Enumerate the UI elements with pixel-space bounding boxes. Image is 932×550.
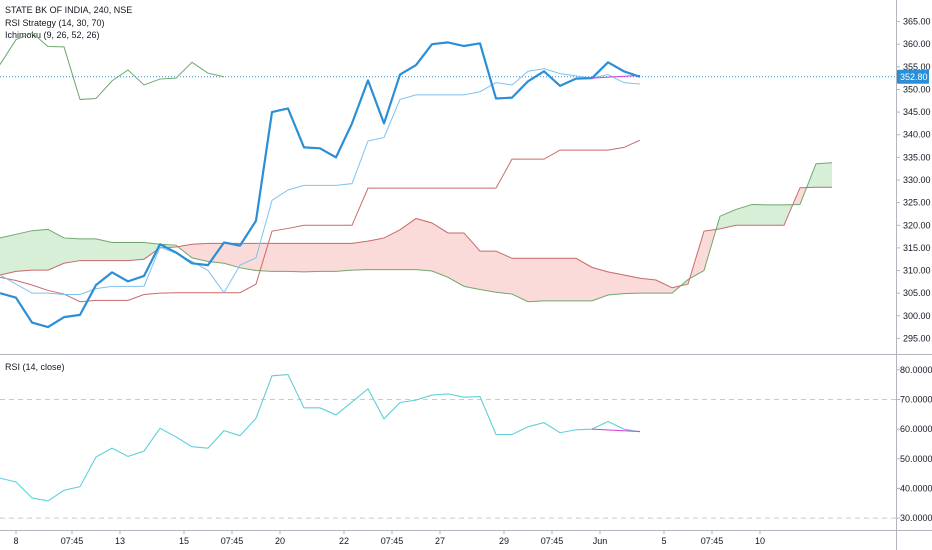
cloud-segment bbox=[16, 230, 32, 272]
last-price-label: 352.80 bbox=[900, 72, 928, 82]
cloud-segment bbox=[288, 243, 304, 272]
cloud-segment bbox=[320, 243, 336, 272]
ichimoku-cloud bbox=[0, 162, 832, 302]
cloud-segment bbox=[0, 234, 16, 276]
cloud-segment bbox=[640, 278, 656, 294]
rsi-tick-label: 80.0000 bbox=[900, 365, 932, 375]
rsi-lines bbox=[0, 374, 641, 502]
time-tick-label: 5 bbox=[661, 536, 666, 546]
cloud-segment bbox=[528, 258, 544, 302]
rsi-line bbox=[0, 374, 641, 502]
cloud-segment bbox=[32, 229, 48, 271]
cloud-segment bbox=[64, 237, 80, 264]
time-tick-label: 07:45 bbox=[61, 536, 84, 546]
cloud-segment bbox=[480, 251, 496, 293]
cloud-segment bbox=[272, 243, 288, 272]
time-tick-label: 07:45 bbox=[541, 536, 564, 546]
rsi-tick-label: 70.0000 bbox=[900, 395, 932, 405]
time-tick-label: 07:45 bbox=[381, 536, 404, 546]
rsi-tick-label: 30.0000 bbox=[900, 513, 932, 523]
cloud-segment bbox=[80, 238, 96, 261]
rsi-pane-label: RSI (14, close) bbox=[5, 362, 65, 372]
price-tick-label: 305.00 bbox=[903, 288, 931, 298]
time-tick-label: 29 bbox=[499, 536, 509, 546]
price-tick-label: 300.00 bbox=[903, 311, 931, 321]
rsi-tick-label: 60.0000 bbox=[900, 424, 932, 434]
price-tick-label: 310.00 bbox=[903, 266, 931, 276]
time-tick-label: 07:45 bbox=[701, 536, 724, 546]
leading-span-b-line bbox=[0, 187, 801, 289]
indicator-lines bbox=[0, 32, 896, 329]
price-tick-label: 325.00 bbox=[903, 198, 931, 208]
cloud-segment bbox=[128, 242, 144, 261]
cloud-segment bbox=[432, 223, 448, 278]
cloud-segment bbox=[96, 238, 112, 261]
cloud-segment bbox=[576, 258, 592, 301]
conversion-line bbox=[0, 68, 641, 296]
cloud-segment bbox=[144, 242, 160, 260]
cloud-segment bbox=[592, 267, 608, 301]
price-tick-label: 360.00 bbox=[903, 39, 931, 49]
cloud-segment bbox=[448, 232, 464, 287]
cloud-segment bbox=[512, 258, 528, 302]
leading-span-a-line bbox=[0, 203, 801, 303]
time-tick-label: 8 bbox=[13, 536, 18, 546]
base-line bbox=[0, 139, 641, 303]
cloud-segment bbox=[544, 258, 560, 301]
price-tick-label: 345.00 bbox=[903, 107, 931, 117]
lagging-span-line bbox=[0, 32, 225, 100]
price-tick-label: 335.00 bbox=[903, 152, 931, 162]
rsi-tick-label: 40.0000 bbox=[900, 483, 932, 493]
price-tick-label: 330.00 bbox=[903, 175, 931, 185]
rsi-strategy-label: RSI Strategy (14, 30, 70) bbox=[5, 18, 105, 28]
last-price-badge bbox=[897, 69, 929, 84]
axes: 295.00 300.00 305.00 310.00 315.00 320.00 325.… bbox=[13, 17, 932, 546]
ichimoku-label: Ichimoku (9, 26, 52, 26) bbox=[5, 30, 100, 40]
time-tick-label: 20 bbox=[275, 536, 285, 546]
cloud-segment bbox=[720, 209, 736, 229]
cloud-segment bbox=[224, 243, 240, 268]
price-tick-label: 315.00 bbox=[903, 243, 931, 253]
price-tick-label: 350.00 bbox=[903, 84, 931, 94]
time-tick-label: Jun bbox=[593, 536, 608, 546]
price-tick-label: 320.00 bbox=[903, 220, 931, 230]
cloud-segment bbox=[400, 218, 416, 270]
price-divergence-line bbox=[591, 74, 641, 79]
chart-title: STATE BK OF INDIA, 240, NSE bbox=[5, 5, 133, 15]
cloud-segment bbox=[496, 251, 512, 295]
time-tick-label: 27 bbox=[435, 536, 445, 546]
rsi-divergence-line bbox=[591, 428, 641, 433]
cloud-segment bbox=[768, 204, 784, 226]
cloud-segment bbox=[560, 258, 576, 301]
cloud-segment bbox=[736, 204, 752, 226]
cloud-segment bbox=[48, 229, 64, 271]
cloud-segment bbox=[608, 271, 624, 295]
price-tick-label: 295.00 bbox=[903, 333, 931, 343]
cloud-segment bbox=[192, 243, 208, 262]
leading-span-a-tail-line bbox=[799, 162, 833, 205]
price-line bbox=[0, 41, 641, 329]
cloud-segment bbox=[112, 242, 128, 261]
cloud-segment bbox=[816, 162, 832, 188]
price-tick-label: 355.00 bbox=[903, 62, 931, 72]
cloud-segment bbox=[384, 229, 400, 270]
cloud-segment bbox=[240, 243, 256, 271]
cloud-segment bbox=[752, 204, 768, 226]
cloud-segment bbox=[352, 241, 368, 271]
time-tick-label: 15 bbox=[179, 536, 189, 546]
cloud-segment bbox=[368, 237, 384, 270]
cloud-segment bbox=[624, 275, 640, 294]
price-tick-label: 365.00 bbox=[903, 17, 931, 27]
time-tick-label: 07:45 bbox=[221, 536, 244, 546]
time-tick-label: 13 bbox=[115, 536, 125, 546]
cloud-segment bbox=[656, 280, 672, 294]
time-tick-label: 22 bbox=[339, 536, 349, 546]
cloud-segment bbox=[304, 243, 320, 272]
rsi-tick-label: 50.0000 bbox=[900, 454, 932, 464]
cloud-segment bbox=[416, 218, 432, 271]
cloud-segment bbox=[336, 243, 352, 272]
time-tick-label: 10 bbox=[755, 536, 765, 546]
price-tick-label: 340.00 bbox=[903, 130, 931, 140]
